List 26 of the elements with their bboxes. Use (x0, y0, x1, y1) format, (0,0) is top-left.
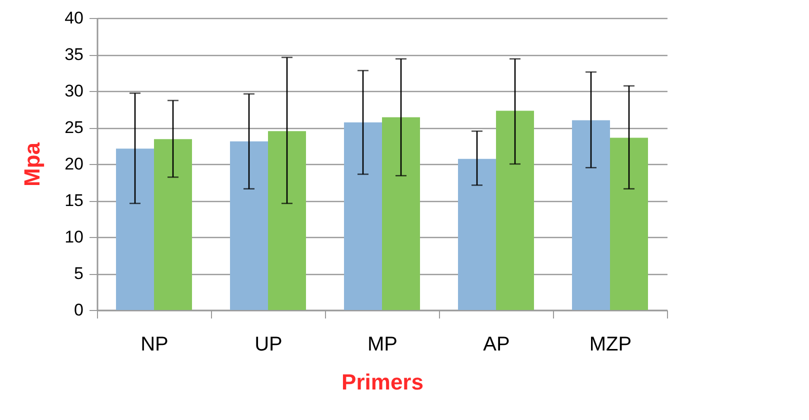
bar (268, 131, 306, 310)
y-tick-label: 20 (64, 154, 84, 174)
bar (230, 141, 268, 310)
x-tick-label: MP (368, 334, 398, 356)
bar (458, 158, 496, 310)
x-axis-title: Primers (342, 370, 424, 394)
x-tick-label: MZP (589, 334, 632, 356)
x-tick-label: NP (140, 334, 168, 356)
y-axis-title: Mpa (20, 142, 45, 186)
bar (572, 120, 610, 310)
y-tick-label: 10 (64, 228, 84, 246)
y-tick-label: 35 (64, 45, 84, 64)
y-tick-label: 40 (64, 8, 84, 28)
y-tick-label: 5 (74, 264, 84, 283)
bar (116, 148, 154, 310)
bar (154, 139, 192, 310)
bar (382, 117, 420, 310)
bar (496, 110, 534, 310)
y-tick-label: 0 (74, 300, 84, 320)
y-tick-label: 30 (64, 82, 84, 100)
bar (344, 122, 382, 310)
x-tick-label: AP (483, 334, 510, 356)
y-tick-label: 15 (64, 191, 84, 210)
y-tick-label: 25 (64, 118, 84, 137)
x-tick-label: UP (254, 334, 282, 356)
bar (610, 138, 648, 310)
